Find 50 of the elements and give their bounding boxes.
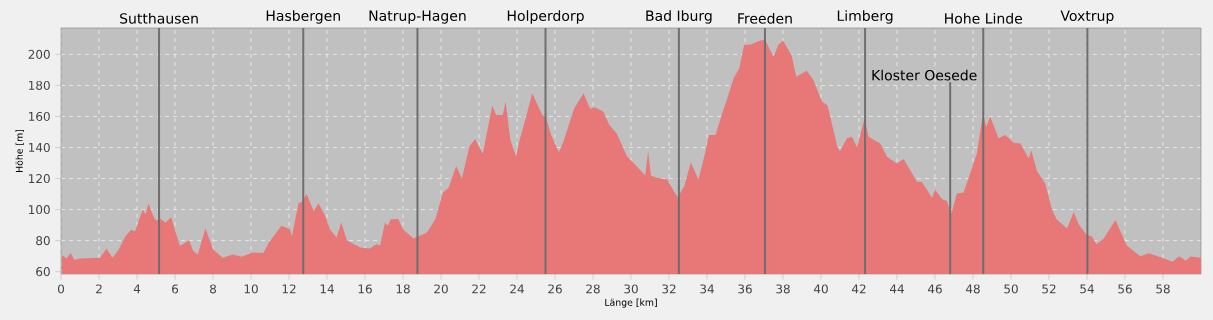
x-tick-label: 16 — [358, 284, 372, 294]
ref-line-label: Sutthausen — [120, 12, 198, 24]
ref-line-label: Natrup-Hagen — [369, 10, 466, 24]
x-tick-label: 28 — [586, 284, 600, 294]
x-tick-label: 32 — [662, 284, 676, 294]
x-tick-label: 6 — [172, 284, 179, 294]
ref-line-label: Freeden — [738, 12, 792, 24]
y-tick-label: 180 — [29, 80, 50, 90]
x-tick-label: 22 — [472, 284, 486, 294]
x-tick-label: 14 — [320, 284, 334, 294]
x-tick-label: 40 — [813, 284, 828, 294]
ref-line-label: Voxtrup — [1060, 10, 1114, 24]
x-tick-label: 2 — [96, 284, 102, 294]
ref-line-label: Bad Iburg — [646, 10, 712, 24]
x-tick-label: 44 — [889, 284, 904, 294]
y-tick-label: 60 — [36, 267, 50, 277]
x-tick-label: 50 — [1004, 284, 1018, 294]
x-tick-label: 0 — [58, 284, 65, 294]
y-tick-label: 160 — [29, 111, 50, 121]
x-tick-label: 4 — [133, 284, 141, 294]
x-tick-label: 48 — [965, 284, 980, 294]
y-tick-label: 80 — [36, 236, 50, 246]
x-tick-label: 56 — [1118, 284, 1132, 294]
x-tick-label: 34 — [700, 284, 714, 294]
x-tick-label: 8 — [210, 284, 217, 294]
x-tick-label: 36 — [738, 284, 752, 294]
x-tick-label: 18 — [396, 284, 410, 294]
ref-line-label: Hohe Linde — [945, 12, 1023, 24]
x-tick-label: 38 — [776, 284, 790, 294]
x-tick-label: 54 — [1080, 284, 1094, 294]
ref-line-label: Hasbergen — [266, 10, 340, 24]
y-tick-label: 140 — [29, 142, 50, 153]
x-tick-label: 20 — [434, 284, 448, 294]
y-axis-title: Höhe [m] — [15, 129, 24, 172]
x-tick-label: 24 — [510, 284, 524, 294]
ref-line-label: Holperdorp — [507, 10, 584, 24]
x-tick-label: 58 — [1156, 284, 1170, 294]
x-tick-label: 10 — [244, 284, 258, 294]
x-tick-label: 46 — [927, 284, 942, 294]
x-tick-label: 12 — [282, 284, 296, 294]
x-tick-label: 30 — [624, 284, 638, 294]
x-axis-title: Länge [km] — [605, 298, 657, 308]
y-tick-label: 120 — [29, 174, 50, 184]
x-tick-label: 42 — [851, 284, 866, 294]
ref-line-label: Kloster Oesede — [872, 69, 977, 81]
y-tick-label: 100 — [29, 205, 50, 215]
ref-line-label: Limberg — [837, 10, 893, 24]
y-tick-label: 200 — [28, 49, 50, 59]
x-tick-label: 52 — [1042, 284, 1056, 294]
x-tick-label: 26 — [548, 284, 562, 294]
